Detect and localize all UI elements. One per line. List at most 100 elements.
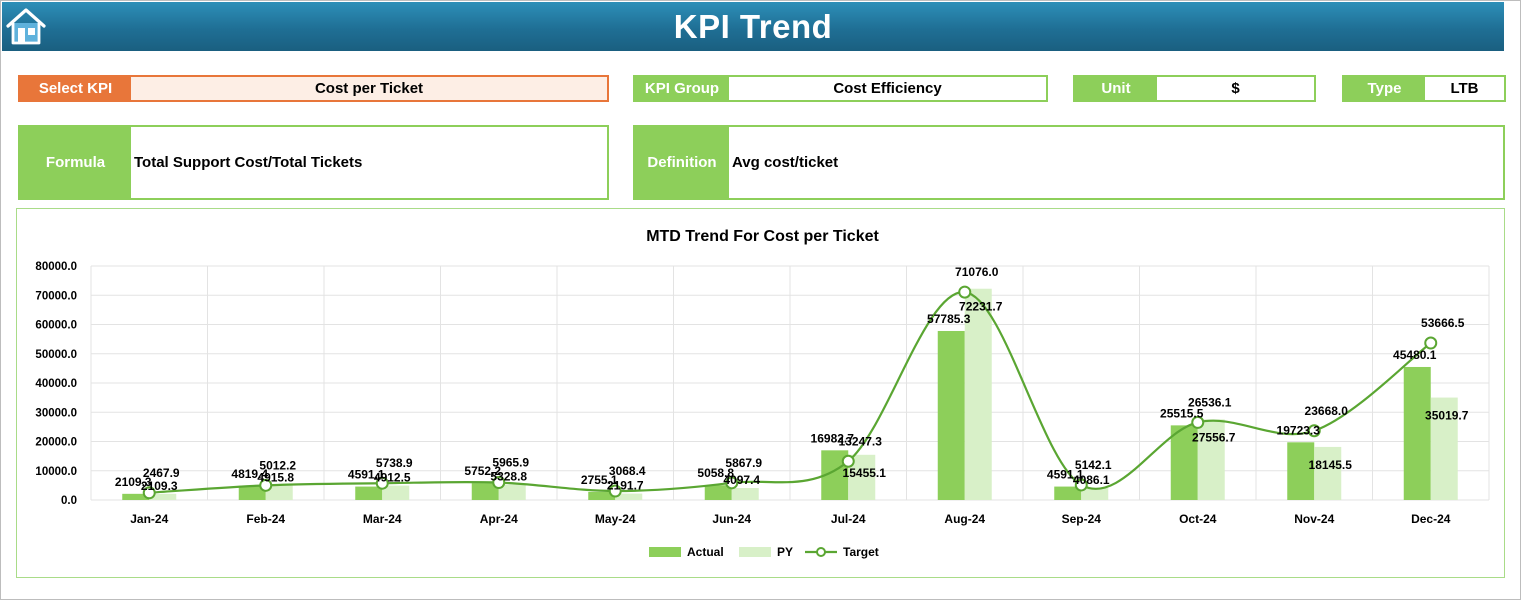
kpi-group-label: KPI Group [635,77,729,100]
x-tick-label: Sep-24 [1062,512,1102,526]
y-tick-label: 70000.0 [35,290,77,302]
chart-title: MTD Trend For Cost per Ticket [646,228,879,245]
x-tick-label: Apr-24 [480,512,518,526]
bar-actual [238,485,266,500]
select-kpi-dropdown[interactable]: Cost per Ticket [131,77,607,100]
data-label-actual: 57785.3 [927,312,971,326]
data-label-actual: 4819.4 [231,467,268,481]
target-marker [259,478,273,492]
formula-value: Total Support Cost/Total Tickets [134,154,363,171]
data-label-py: 4086.1 [1073,473,1110,487]
target-marker [375,476,389,490]
data-label-target: 5738.9 [376,456,413,470]
data-label-actual: 19723.3 [1277,423,1321,437]
legend-py-label: PY [777,545,793,559]
data-label-target: 5965.9 [492,456,529,470]
data-label-py: 2191.7 [607,479,644,493]
chart-panel: MTD Trend For Cost per Ticket 0.0 10000.0 2… [16,208,1505,578]
formula-box: Formula Total Support Cost/Total Tickets [18,125,609,200]
data-label-target: 13247.3 [839,434,883,448]
target-marker [958,285,972,299]
bar-py [382,485,410,500]
formula-label: Formula [20,127,131,198]
bar-py [265,485,293,500]
kpi-group-field: KPI Group Cost Efficiency [633,75,1048,102]
data-label-actual: 16982.7 [811,431,855,445]
type-label: Type [1344,77,1425,100]
bar-py [964,288,992,500]
bar-actual [937,330,965,500]
x-tick-label: May-24 [595,512,636,526]
bar-py [498,484,526,500]
bar-py [1197,419,1225,500]
target-marker [1307,424,1321,438]
y-tick-label: 80000.0 [35,261,77,273]
x-tick-label: Nov-24 [1294,512,1334,526]
bar-py [1430,397,1458,500]
data-label-actual: 4591.1 [1047,468,1084,482]
legend-actual-swatch [649,547,681,557]
definition-box: Definition Avg cost/ticket [633,125,1505,200]
target-marker [1424,336,1438,350]
data-label-target: 5867.9 [725,456,762,470]
data-label-py: 18145.5 [1309,458,1353,472]
legend-target-marker [816,547,826,557]
target-marker [492,476,506,490]
y-tick-label: 10000.0 [35,466,77,478]
bar-py [615,493,643,500]
target-marker [142,486,156,500]
x-tick-label: Aug-24 [944,512,985,526]
data-label-actual: 2109.3 [115,475,152,489]
x-tick-label: Jul-24 [831,512,866,526]
unit-value: $ [1231,80,1240,97]
x-tick-label: Jan-24 [130,512,168,526]
data-label-actual: 2755.1 [581,473,618,487]
select-kpi-field: Select KPI Cost per Ticket [18,75,609,102]
data-label-target: 23668.0 [1305,404,1349,418]
x-tick-label: Feb-24 [246,512,285,526]
data-label-actual: 45480.1 [1393,348,1437,362]
data-label-target: 26536.1 [1188,395,1232,409]
bar-actual [588,491,616,500]
bar-actual [122,493,150,500]
y-tick-label: 60000.0 [35,320,77,332]
data-label-actual: 5058.8 [697,466,734,480]
data-label-target: 5142.1 [1075,458,1112,472]
data-label-target: 5012.2 [259,458,296,472]
data-label-target: 53666.5 [1421,316,1465,330]
y-tick-label: 20000.0 [35,437,77,449]
data-label-py: 15455.1 [843,466,887,480]
unit-field: Unit $ [1073,75,1316,102]
y-tick-label: 50000.0 [35,349,77,361]
data-label-py: 4912.5 [374,471,411,485]
page-title: KPI Trend [673,7,833,45]
data-label-actual: 5752.2 [464,464,501,478]
bar-actual [1170,425,1198,500]
data-label-py: 27556.7 [1192,430,1236,444]
bar-actual [704,485,732,500]
legend-target-label: Target [843,545,879,559]
bar-actual [355,486,383,500]
definition-label: Definition [635,127,729,198]
x-tick-label: Oct-24 [1179,512,1217,526]
x-tick-label: Jun-24 [712,512,751,526]
home-icon[interactable] [5,6,47,46]
x-tick-label: Dec-24 [1411,512,1451,526]
data-label-actual: 4591.1 [348,468,385,482]
type-field: Type LTB [1342,75,1506,102]
bar-actual [1287,442,1315,500]
data-label-target: 3068.4 [609,464,646,478]
mtd-trend-chart: MTD Trend For Cost per Ticket 0.0 10000.0 2… [35,228,1490,559]
target-marker [1191,415,1205,429]
x-tick-label: Mar-24 [363,512,402,526]
bar-actual [1403,366,1431,500]
data-label-target: 71076.0 [955,265,999,279]
data-label-py: 4915.8 [257,471,294,485]
select-kpi-label: Select KPI [20,77,131,100]
bar-py [1314,446,1342,500]
bar-py [1081,488,1109,500]
legend-actual-label: Actual [687,545,724,559]
data-label-py: 4097.4 [723,473,760,487]
kpi-group-value: Cost Efficiency [833,80,942,97]
y-tick-label: 30000.0 [35,407,77,419]
